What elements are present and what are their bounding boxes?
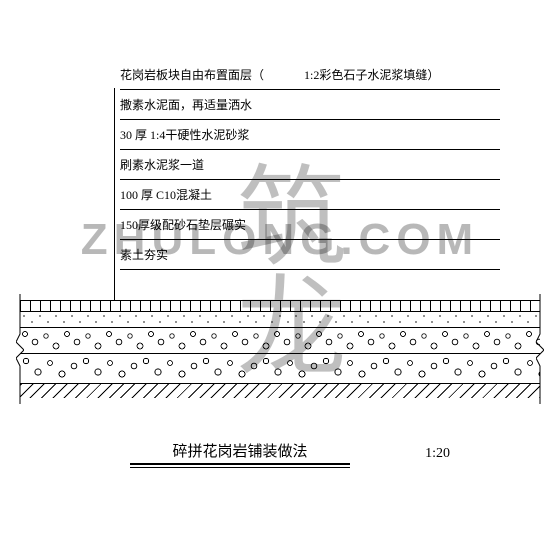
layer-soil — [20, 384, 540, 398]
leader-line — [114, 88, 115, 318]
layer-gravel — [20, 354, 540, 384]
label-row-2: 撒素水泥面，再适量洒水 — [120, 90, 500, 120]
label-row-3: 30 厚 1:4干硬性水泥砂浆 — [120, 120, 500, 150]
title-underline — [130, 465, 350, 468]
label-row-7: 素土夯实 — [120, 240, 500, 270]
label-row-5: 100 厚 C10混凝土 — [120, 180, 500, 210]
title-block: 碎拼花岗岩铺装做法 1:20 — [130, 440, 450, 468]
layer-labels: 花岗岩板块自由布置面层（ 1:2彩色石子水泥浆填缝） 撒素水泥面，再适量洒水 3… — [120, 60, 500, 270]
scale-text: 1:20 — [425, 446, 450, 462]
cross-section — [20, 300, 540, 398]
label-1-right: 1:2彩色石子水泥浆填缝） — [304, 60, 439, 89]
label-row-1: 花岗岩板块自由布置面层（ 1:2彩色石子水泥浆填缝） — [120, 60, 500, 90]
layer-surface — [20, 300, 540, 312]
label-row-4: 刷素水泥浆一道 — [120, 150, 500, 180]
drawing-title: 碎拼花岗岩铺装做法 — [130, 440, 350, 465]
label-row-6: 150厚级配砂石垫层碾实 — [120, 210, 500, 240]
layer-concrete — [20, 328, 540, 354]
layer-mortar — [20, 312, 540, 328]
label-1-left: 花岗岩板块自由布置面层（ — [120, 60, 264, 89]
